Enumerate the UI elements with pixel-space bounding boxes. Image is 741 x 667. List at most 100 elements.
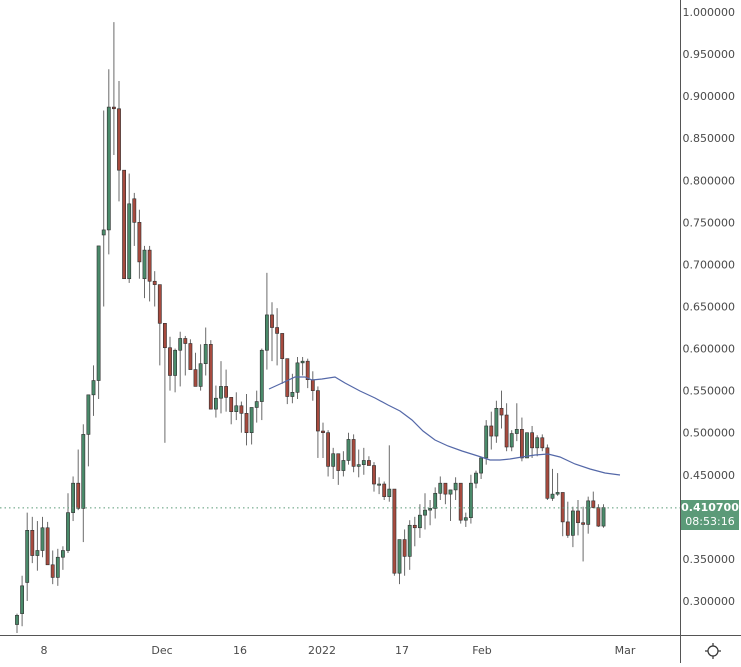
candle [106,69,111,255]
candle [519,417,524,462]
candle [428,500,433,526]
candle [555,473,560,496]
price-tick-label: 0.500000 [683,427,736,440]
candle [433,487,438,519]
candle [60,546,65,570]
candle [295,356,300,400]
price-tick-label: 0.600000 [683,343,736,356]
time-tick-label: Feb [472,644,491,657]
candle [229,397,234,425]
price-tick-label: 0.900000 [683,90,736,103]
candle [535,435,540,457]
candle [188,339,193,370]
last-price-value: 0.410700 [681,501,739,514]
candle [402,529,407,576]
candle [361,447,366,475]
candle [468,474,473,524]
candle [178,331,183,387]
candle [438,476,443,501]
candle [509,430,514,452]
candle [453,477,458,501]
time-tick-label: 8 [41,644,48,657]
candle [489,411,494,450]
candle [76,449,81,511]
candle [321,422,325,458]
time-tick-label: 17 [395,644,409,657]
candle [591,491,596,509]
candle [264,272,269,370]
price-tick-label: 0.450000 [683,469,736,482]
candle [163,323,167,443]
candle [387,445,392,502]
candle [341,451,346,477]
candle [596,504,601,527]
bar-countdown: 08:53:16 [685,515,735,528]
candle [96,245,101,400]
candle [525,432,529,459]
candle [326,430,331,477]
candle [305,358,310,389]
candle [285,358,290,405]
candle [576,500,580,536]
candle [479,457,484,479]
candle [91,365,96,416]
candle [331,447,336,479]
candle [550,468,555,501]
price-axis[interactable]: 1.000000 0.950000 0.900000 0.850000 0.800000… [683,6,736,608]
candle [443,482,448,505]
candle [45,521,50,566]
candle [122,169,127,280]
candle [463,512,468,527]
candle [224,369,229,412]
candle [40,516,45,558]
price-tick-label: 0.950000 [683,48,736,61]
candle [351,434,356,473]
candle [336,453,341,485]
candle [270,302,274,362]
candle [25,512,30,601]
candle [280,333,285,384]
candle [540,434,545,452]
candle [117,80,121,202]
candle [193,352,198,387]
candle [142,245,147,299]
candle-series [15,22,606,633]
candle [315,386,320,458]
candle [173,348,178,393]
candle [152,271,157,307]
time-axis[interactable]: 8 Dec 16 2022 17 Feb Mar [41,644,636,657]
gear-icon [705,643,721,659]
candle [366,456,371,466]
candle [545,444,550,501]
candle [397,539,402,585]
candle [127,173,132,283]
price-tick-label: 0.650000 [683,300,736,313]
candle [382,481,387,501]
candle [423,493,427,530]
candle [15,613,19,633]
chart-settings-button[interactable] [702,640,724,662]
candle [101,110,106,307]
candle [530,425,535,458]
last-price-badge: 0.410700 08:53:16 [681,500,739,530]
candle [484,420,489,465]
candle [586,496,591,534]
candle [249,407,254,445]
candle [214,385,218,418]
price-tick-label: 0.800000 [683,174,736,187]
price-tick-label: 0.750000 [683,216,736,229]
candle [137,209,142,279]
candle [208,340,213,410]
candle [346,432,351,465]
candle [20,575,25,627]
time-tick-label: Mar [615,644,636,657]
candle [448,489,453,522]
candle [377,477,382,495]
candle [259,348,264,421]
candle [504,403,509,452]
price-tick-label: 0.350000 [683,553,736,566]
candle [147,245,152,302]
candle [30,516,35,564]
